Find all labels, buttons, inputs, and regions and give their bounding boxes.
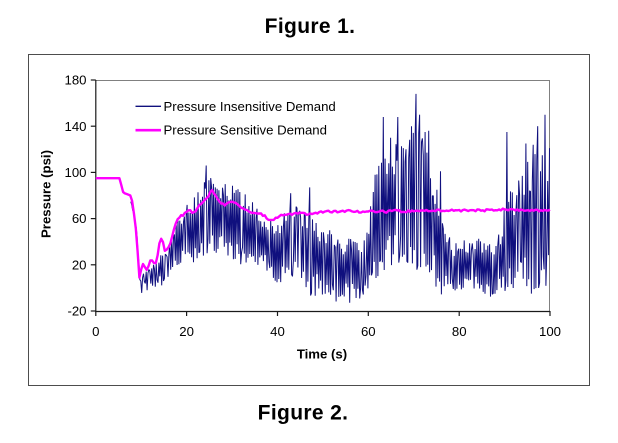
svg-text:Figure 2.: Figure 2. bbox=[258, 402, 349, 425]
svg-text:-20: -20 bbox=[67, 304, 86, 319]
svg-text:80: 80 bbox=[452, 324, 467, 339]
svg-text:Figure 1.: Figure 1. bbox=[265, 15, 356, 38]
svg-text:60: 60 bbox=[72, 211, 87, 226]
svg-text:180: 180 bbox=[64, 73, 86, 88]
svg-text:60: 60 bbox=[361, 324, 376, 339]
svg-text:Time (s): Time (s) bbox=[297, 347, 347, 362]
svg-text:0: 0 bbox=[92, 324, 99, 339]
svg-text:100: 100 bbox=[539, 324, 561, 339]
svg-text:100: 100 bbox=[64, 165, 86, 180]
svg-text:Pressure Sensitive Demand: Pressure Sensitive Demand bbox=[164, 123, 327, 138]
svg-text:20: 20 bbox=[179, 324, 194, 339]
svg-text:Pressure Insensitive Demand: Pressure Insensitive Demand bbox=[164, 99, 336, 114]
svg-text:140: 140 bbox=[64, 119, 86, 134]
svg-text:40: 40 bbox=[270, 324, 285, 339]
svg-text:20: 20 bbox=[72, 257, 87, 272]
svg-text:Pressure (psi): Pressure (psi) bbox=[38, 150, 53, 238]
